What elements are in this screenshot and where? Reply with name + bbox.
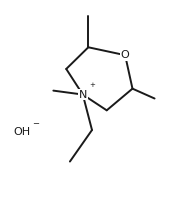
- Text: OH: OH: [13, 127, 30, 137]
- Text: −: −: [32, 120, 39, 129]
- Text: O: O: [121, 50, 130, 60]
- Text: +: +: [89, 82, 95, 88]
- Text: N: N: [79, 90, 87, 99]
